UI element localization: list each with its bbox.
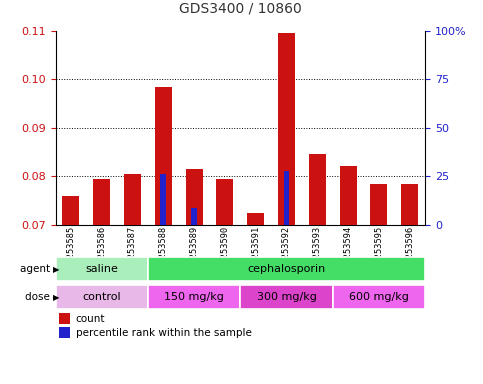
Text: agent: agent — [20, 264, 53, 274]
Bar — [124, 174, 141, 225]
Bar — [93, 179, 110, 225]
Text: 300 mg/kg: 300 mg/kg — [256, 292, 316, 302]
Bar — [59, 313, 71, 324]
Bar — [240, 285, 333, 309]
Text: saline: saline — [85, 264, 118, 274]
Bar — [278, 33, 295, 225]
Text: count: count — [76, 314, 105, 324]
Bar — [160, 174, 166, 225]
Text: 150 mg/kg: 150 mg/kg — [164, 292, 224, 302]
Text: control: control — [83, 292, 121, 302]
Text: 600 mg/kg: 600 mg/kg — [349, 292, 409, 302]
Bar — [148, 257, 425, 281]
Bar — [59, 327, 71, 338]
Bar — [62, 195, 79, 225]
Bar — [155, 88, 172, 225]
Bar — [309, 154, 326, 225]
Text: dose: dose — [25, 292, 53, 302]
Bar — [284, 171, 289, 225]
Bar — [56, 285, 148, 309]
Text: cephalosporin: cephalosporin — [247, 264, 326, 274]
Text: ▶: ▶ — [53, 293, 59, 302]
Text: percentile rank within the sample: percentile rank within the sample — [76, 328, 252, 338]
Bar — [56, 257, 148, 281]
Bar — [247, 212, 264, 225]
Bar — [216, 179, 233, 225]
Bar — [370, 184, 387, 225]
Bar — [148, 285, 241, 309]
Bar — [191, 208, 197, 225]
Bar — [401, 184, 418, 225]
Bar — [340, 167, 356, 225]
Bar — [333, 285, 425, 309]
Bar — [185, 169, 202, 225]
Text: GDS3400 / 10860: GDS3400 / 10860 — [179, 2, 302, 15]
Text: ▶: ▶ — [53, 265, 59, 274]
